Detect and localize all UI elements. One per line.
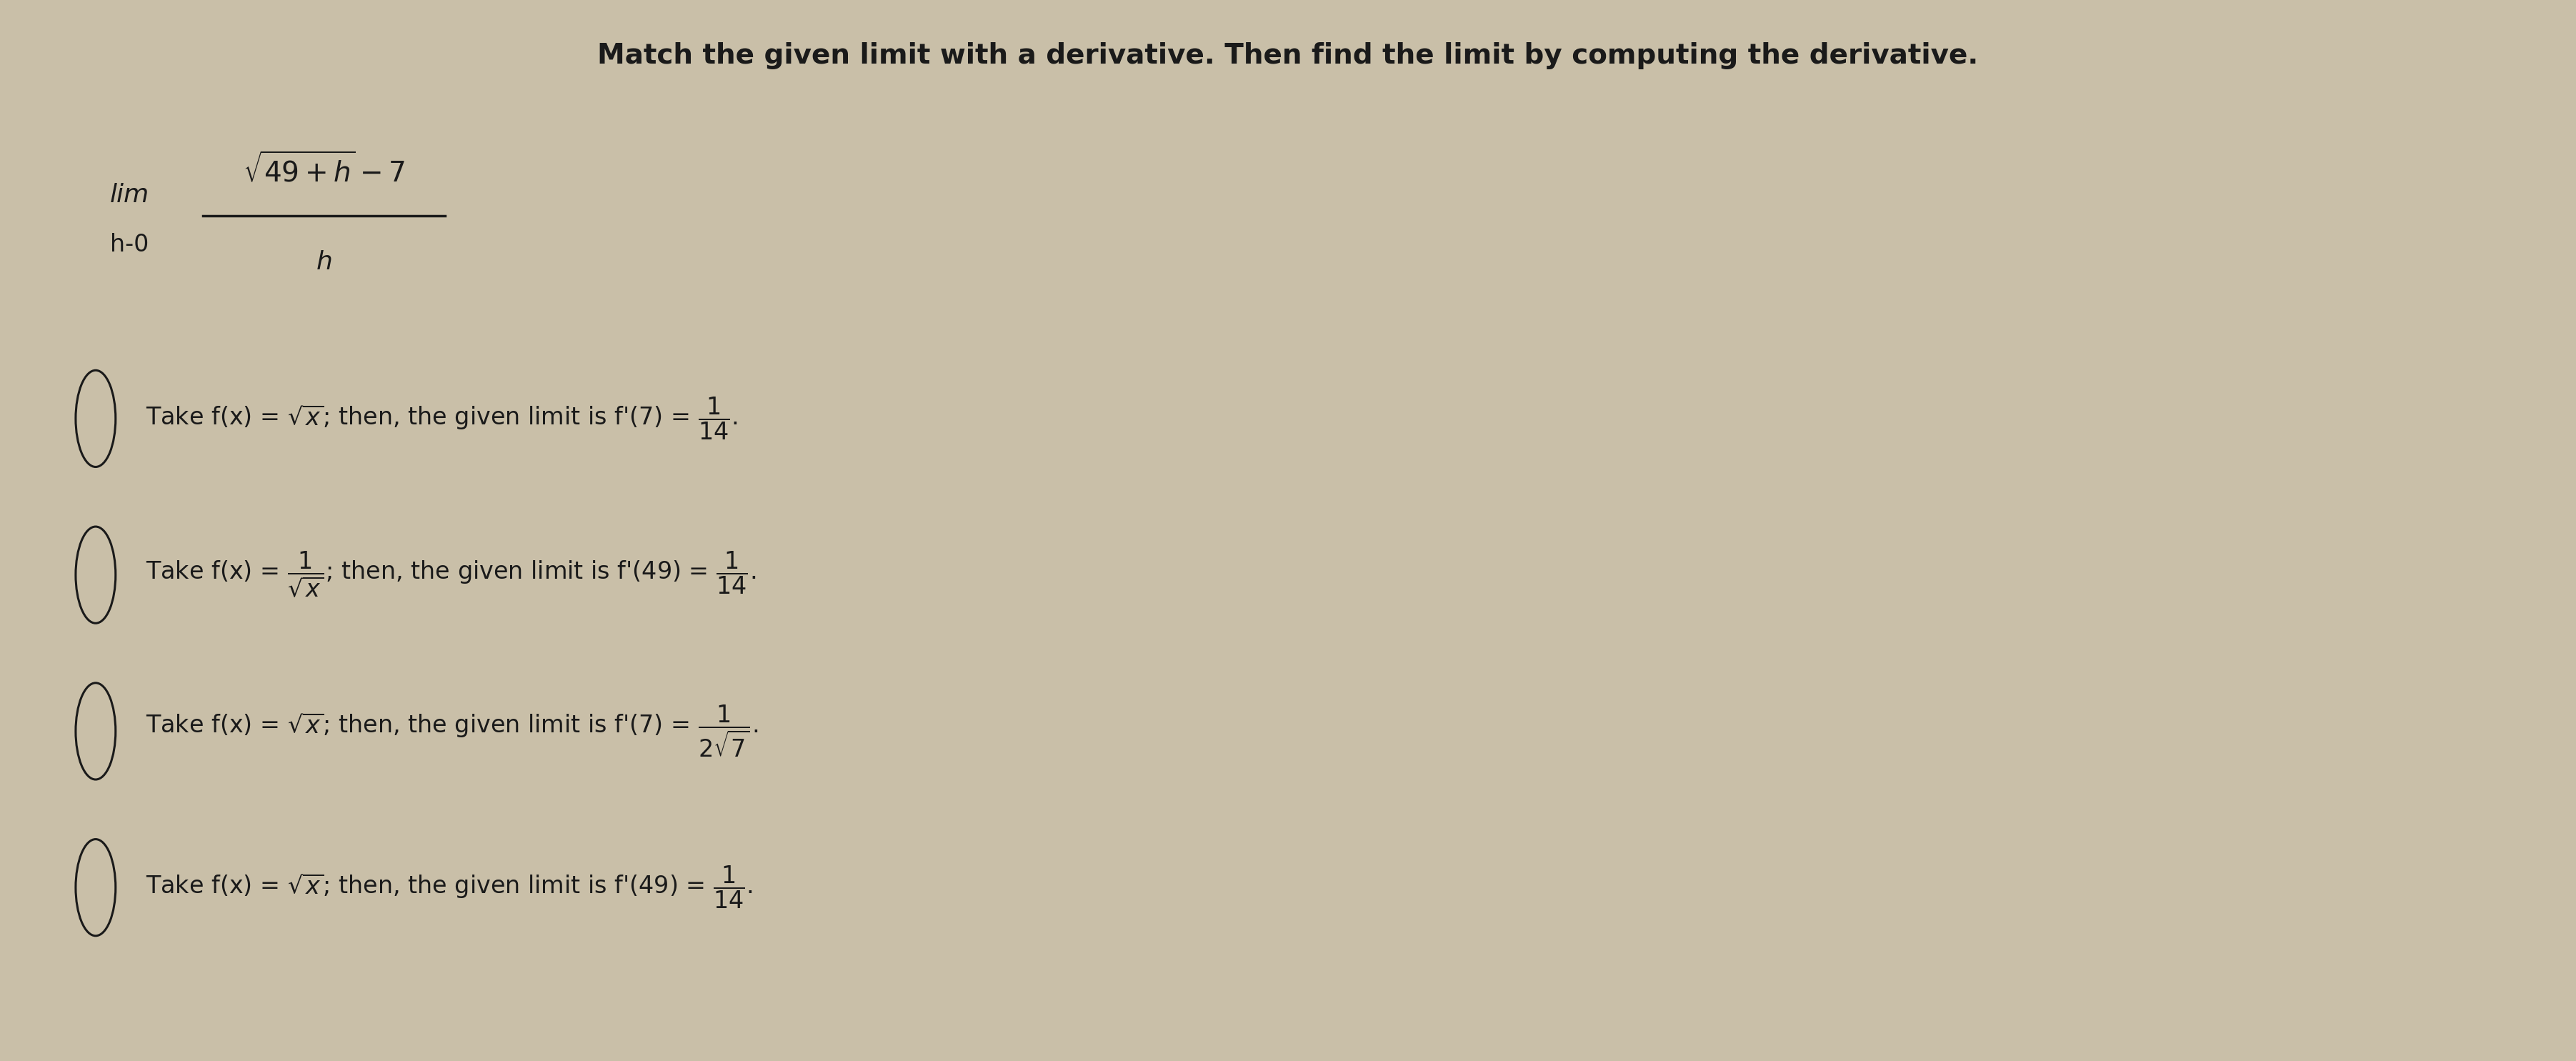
Text: Take f(x) = $\sqrt{x}$; then, the given limit is f'(7) = $\dfrac{1}{14}$.: Take f(x) = $\sqrt{x}$; then, the given …: [144, 396, 737, 441]
Text: lim: lim: [111, 182, 149, 207]
Text: Take f(x) = $\dfrac{1}{\sqrt{x}}$; then, the given limit is f'(49) = $\dfrac{1}{: Take f(x) = $\dfrac{1}{\sqrt{x}}$; then,…: [144, 551, 755, 599]
Text: $\sqrt{49+h}-7$: $\sqrt{49+h}-7$: [242, 153, 404, 188]
Text: Take f(x) = $\sqrt{x}$; then, the given limit is f'(7) = $\dfrac{1}{2\sqrt{7}}$.: Take f(x) = $\sqrt{x}$; then, the given …: [144, 703, 757, 759]
Text: h‐0: h‐0: [111, 232, 149, 257]
Text: Match the given limit with a derivative. Then find the limit by computing the de: Match the given limit with a derivative.…: [598, 42, 1978, 69]
Text: Take f(x) = $\sqrt{x}$; then, the given limit is f'(49) = $\dfrac{1}{14}$.: Take f(x) = $\sqrt{x}$; then, the given …: [144, 865, 752, 910]
Text: $h$: $h$: [317, 250, 332, 275]
